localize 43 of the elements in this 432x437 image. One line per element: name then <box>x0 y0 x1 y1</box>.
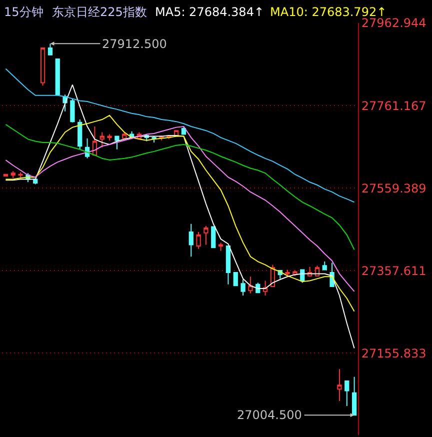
candlestick <box>248 276 253 294</box>
candlestick <box>48 43 53 56</box>
candlestick <box>188 223 194 258</box>
candlestick <box>218 242 224 252</box>
candlestick <box>337 368 342 402</box>
line-series <box>5 124 355 250</box>
candlestick <box>204 225 208 246</box>
candlestick <box>10 170 16 179</box>
candlestick <box>92 126 98 156</box>
candlestick <box>322 261 327 270</box>
candlestick <box>55 58 60 96</box>
candlestick <box>152 136 156 143</box>
candlestick <box>100 132 104 148</box>
candlestick <box>70 98 75 123</box>
chart-subtitle: 15分钟 <box>4 5 44 19</box>
candlestick <box>107 134 112 141</box>
line-series <box>5 126 355 292</box>
candlestick <box>196 232 201 250</box>
text: MA5: 27684.384↑ <box>155 5 264 19</box>
candlestick <box>181 126 186 135</box>
line-series <box>5 114 355 312</box>
candlestick <box>40 47 46 86</box>
candlestick <box>78 119 82 150</box>
y-tick-label: 27357.611 <box>361 264 426 278</box>
annotation: 27004.500 <box>237 408 302 422</box>
candlestick <box>285 269 290 276</box>
candlestick <box>352 376 357 416</box>
annotation: 27912.500 <box>102 37 167 51</box>
candlestick <box>233 272 238 286</box>
y-tick-label: 27962.944 <box>361 16 426 30</box>
candlestick <box>240 279 246 296</box>
text: MA10: 27683.792↑ <box>270 5 387 19</box>
candlestick <box>18 172 23 178</box>
line-series <box>5 68 355 203</box>
candlestick <box>226 245 231 285</box>
y-tick-label: 27559.389 <box>361 181 426 196</box>
candlestick <box>344 380 350 406</box>
y-tick-label: 27761.167 <box>361 98 426 113</box>
candlestick <box>211 226 216 248</box>
candlestick <box>114 136 120 150</box>
line-series <box>5 84 355 349</box>
y-tick-label: 27155.833 <box>361 346 426 360</box>
chart-title: 东京日经225指数 <box>52 5 147 19</box>
